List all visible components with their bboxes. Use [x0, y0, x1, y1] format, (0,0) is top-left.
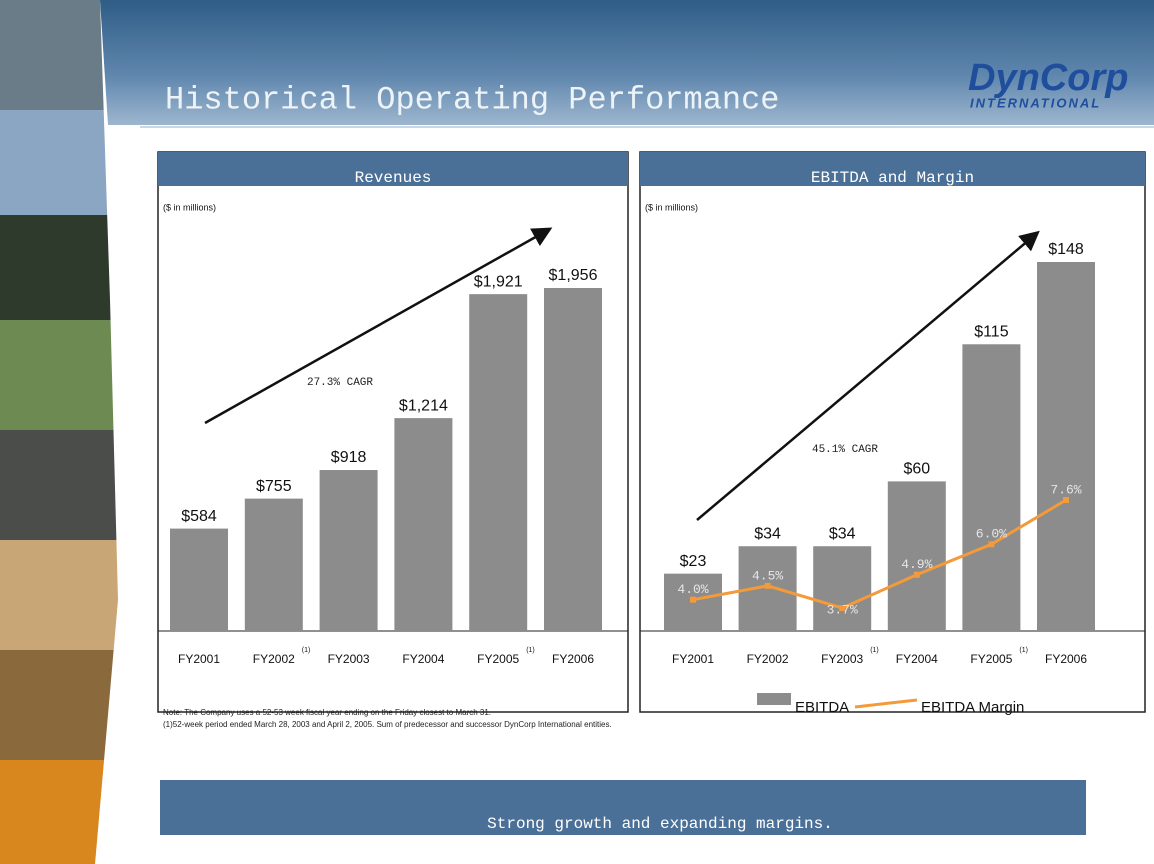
x-tick-label: FY2003	[821, 652, 863, 666]
x-tick-label: FY2001	[178, 652, 220, 666]
line-marker	[913, 571, 920, 578]
value-label: $1,214	[399, 397, 448, 414]
note: Note: The Company uses a 52-53 week fisc…	[163, 708, 491, 717]
line-marker	[764, 582, 771, 589]
category-note: (1)	[302, 647, 311, 654]
value-label: $23	[680, 553, 707, 570]
legend-swatch	[757, 693, 791, 705]
margin-label: 7.6%	[1050, 482, 1081, 497]
bar	[813, 546, 872, 631]
margin-label: 4.9%	[901, 557, 932, 572]
margin-label: 4.0%	[677, 582, 708, 597]
panel-header	[158, 152, 628, 186]
value-label: $584	[181, 508, 217, 525]
value-label: $34	[829, 525, 856, 542]
x-tick-label: FY2001	[672, 652, 714, 666]
logo-tagline: INTERNATIONAL	[970, 95, 1101, 110]
chart-subtitle: ($ in millions)	[163, 202, 216, 212]
annotation: 27.3% CAGR	[307, 377, 373, 389]
x-tick-label: FY2003	[328, 652, 370, 666]
chart-title: Revenues	[355, 169, 432, 187]
line-marker	[1063, 497, 1069, 503]
bar	[1037, 262, 1095, 631]
x-tick-label: FY2006	[1045, 652, 1087, 666]
category-note: (1)	[526, 647, 535, 654]
trend-arrow	[696, 230, 1040, 521]
bar	[170, 528, 228, 631]
slide-title: Historical Operating Performance	[165, 81, 780, 118]
value-label: $60	[903, 461, 930, 478]
bar	[962, 344, 1021, 631]
margin-label: 3.7%	[827, 602, 858, 617]
value-label: $755	[256, 478, 292, 495]
bar	[319, 470, 378, 631]
value-label: $1,921	[474, 273, 523, 290]
banner-text: Strong growth and expanding margins.	[487, 815, 833, 833]
value-label: $1,956	[549, 267, 598, 284]
bar	[544, 288, 602, 631]
value-label: $34	[754, 525, 781, 542]
x-tick-label: FY2005	[970, 652, 1012, 666]
x-tick-label: FY2002	[253, 652, 295, 666]
x-tick-label: FY2005	[477, 652, 519, 666]
annotation: 45.1% CAGR	[812, 444, 878, 456]
banner	[160, 780, 1086, 835]
logo-name: DynCorp	[968, 57, 1128, 99]
line-marker	[839, 605, 846, 611]
legend-swatch	[854, 698, 918, 709]
margin-label: 4.5%	[752, 568, 783, 583]
note: (1)52-week period ended March 28, 2003 a…	[163, 720, 612, 729]
x-tick-label: FY2004	[402, 652, 444, 666]
value-label: $918	[331, 449, 367, 466]
header-band	[0, 0, 1154, 125]
bar	[394, 418, 453, 631]
chart-title: EBITDA and Margin	[811, 169, 974, 187]
line	[692, 498, 1067, 610]
x-tick-label: FY2002	[747, 652, 789, 666]
x-tick-label: FY2004	[896, 652, 938, 666]
line-marker	[988, 541, 995, 548]
photo-strip	[0, 0, 140, 864]
x-tick-label: FY2006	[552, 652, 594, 666]
trend-arrow	[204, 227, 553, 425]
bar	[244, 498, 303, 631]
value-label: $115	[974, 323, 1009, 340]
bar	[469, 294, 528, 631]
chart-subtitle: ($ in millions)	[645, 202, 698, 212]
category-note: (1)	[1019, 647, 1028, 654]
category-note: (1)	[870, 647, 879, 654]
legend-label: EBITDA	[795, 699, 849, 716]
margin-label: 6.0%	[976, 527, 1007, 542]
legend-label: EBITDA Margin	[921, 699, 1024, 716]
bar	[887, 481, 946, 631]
value-label: $148	[1048, 241, 1084, 258]
panel-header	[640, 152, 1145, 186]
line-marker	[690, 596, 696, 603]
